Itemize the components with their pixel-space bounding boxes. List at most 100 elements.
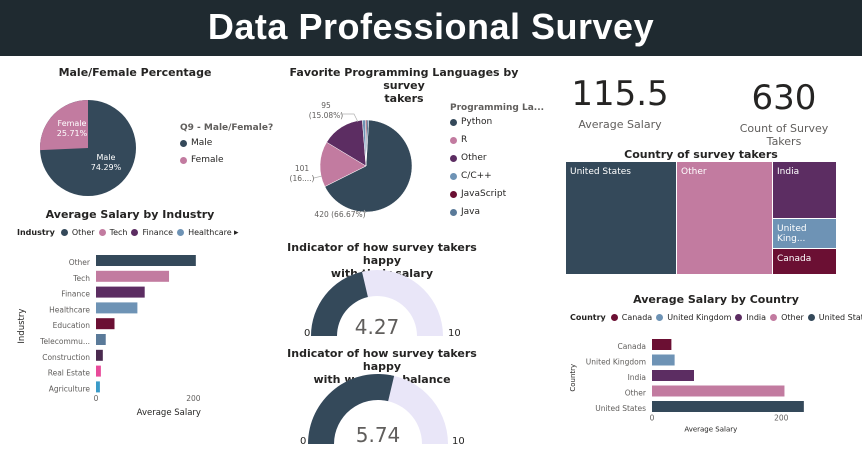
treemap-cell-united-states[interactable]: United States [566, 162, 676, 274]
country-legend-label: United Kingdom [667, 313, 732, 322]
languages-legend-item[interactable]: JavaScript [450, 189, 506, 199]
gauge-wlb-min: 0 [300, 436, 306, 447]
languages-legend-item[interactable]: Python [450, 117, 492, 127]
legend-dot-icon [450, 136, 457, 144]
bar[interactable] [96, 255, 196, 266]
kpi-average-salary-label: Average Salary [578, 118, 662, 131]
industry-legend-title: Industry [17, 228, 55, 237]
languages-legend-item[interactable]: C/C++ [450, 171, 492, 181]
treemap-cell-label: Other [681, 167, 707, 177]
gender-legend-female[interactable]: Female [180, 155, 224, 165]
bar-category-label: Tech [72, 274, 90, 283]
gauge-salary-title-line1: Indicator of how survey takers happy [287, 241, 477, 267]
industry-legend-dot-icon [177, 229, 185, 236]
treemap-cell-label: India [777, 167, 800, 177]
industry-legend-label: Tech [109, 228, 128, 237]
gauge-salary-max: 10 [448, 328, 460, 339]
gender-pie-chart[interactable]: Female 25.71% Male 74.29% [36, 96, 140, 200]
legend-dot-icon [450, 118, 457, 126]
axis-tick-label: 0 [94, 394, 99, 403]
bar[interactable] [652, 401, 804, 412]
languages-legend-label: C/C++ [461, 171, 492, 181]
languages-pie-slice[interactable] [319, 141, 367, 187]
y-axis-title: Country [569, 364, 577, 392]
languages-data-label: 95 [321, 101, 331, 110]
legend-dot-icon [450, 154, 457, 162]
legend-dot-icon [450, 208, 457, 216]
bar-category-label: India [628, 373, 646, 382]
bar-category-label: Telecommu... [39, 337, 90, 346]
languages-pie-chart[interactable]: 95(15.08%) 101(16....) 420 (66.67%) [274, 96, 440, 220]
country-legend-label: India [746, 313, 767, 322]
country-legend-dot-icon [807, 314, 815, 321]
gauge-salary-fill [311, 271, 368, 336]
bar[interactable] [96, 334, 106, 345]
bar-category-label: Real Estate [48, 369, 91, 378]
country-legend-label: Other [781, 313, 804, 322]
country-legend-dot-icon [610, 314, 618, 321]
country-chart-title: Average Salary by Country [633, 293, 799, 306]
languages-legend-item[interactable]: Java [450, 207, 480, 217]
country-treemap[interactable]: United States Other India United King...… [566, 162, 836, 274]
bar[interactable] [96, 365, 101, 377]
country-legend-dot-icon [770, 314, 778, 321]
treemap-cell-canada[interactable]: Canada [773, 249, 836, 274]
languages-legend-item[interactable]: Other [450, 153, 487, 163]
bar[interactable] [96, 318, 115, 330]
treemap-cell-other[interactable]: Other [677, 162, 772, 274]
leader-line [313, 175, 323, 179]
bar-category-label: Canada [617, 342, 646, 351]
country-bar-chart[interactable]: Canada United Kingdom India Other United Sta… [566, 330, 842, 444]
bar-category-label: Finance [61, 290, 90, 299]
x-axis-title: Average Salary [684, 426, 737, 434]
industry-legend-dot-icon [98, 229, 106, 236]
legend-dot-icon [450, 172, 457, 180]
treemap-cell-label: United States [570, 167, 631, 177]
bar[interactable] [96, 286, 145, 298]
legend-dot-icon [450, 190, 457, 198]
gauge-salary[interactable]: 4.27 0 10 [300, 268, 460, 342]
gender-pie-female-slice[interactable] [40, 100, 88, 151]
bar-category-label: United States [595, 404, 646, 413]
gender-legend-male[interactable]: Male [180, 138, 212, 148]
languages-legend-label: R [461, 135, 468, 145]
treemap-cell-india[interactable]: India [773, 162, 836, 218]
treemap-cell-united-kingdom[interactable]: United King... [773, 219, 836, 248]
languages-legend-label: Java [461, 207, 481, 217]
kpi-count-label: Count of Survey Takers [739, 122, 829, 148]
bar[interactable] [96, 349, 103, 361]
languages-legend-label: Other [461, 153, 487, 163]
gender-legend-title: Q9 - Male/Female? [180, 123, 274, 133]
industry-bar-chart[interactable]: Other Tech Finance Healthcare Education Telec… [12, 246, 240, 432]
languages-title-line1: Favorite Programming Languages by survey [289, 66, 519, 92]
country-legend-label: Canada [621, 313, 653, 322]
industry-legend-label: Other [71, 228, 95, 237]
languages-pie-slice[interactable] [324, 119, 413, 213]
bar[interactable] [652, 339, 672, 350]
bar-category-label: Construction [42, 353, 90, 362]
bar[interactable] [652, 354, 675, 366]
bar[interactable] [96, 381, 100, 393]
gender-male-pct: 74.29% [91, 163, 122, 172]
legend-scroll-right-icon[interactable]: ▸ [234, 228, 239, 238]
bar[interactable] [652, 370, 694, 381]
industry-chart-title: Average Salary by Industry [45, 208, 215, 221]
bar[interactable] [652, 385, 785, 397]
languages-pie-slice[interactable] [365, 119, 370, 167]
gauge-wlb-fill [308, 374, 395, 444]
dashboard-header: Data Professional Survey [0, 0, 862, 56]
languages-data-label: 420 (66.67%) [314, 210, 365, 219]
country-legend[interactable]: Country Canada United Kingdom India Othe… [570, 313, 862, 322]
gauge-wlb-value: 5.74 [356, 423, 401, 447]
bar[interactable] [96, 302, 138, 314]
bar[interactable] [96, 270, 170, 282]
male-dot-icon [180, 139, 187, 147]
country-legend-dot-icon [735, 314, 743, 321]
languages-legend-item[interactable]: R [450, 135, 467, 145]
female-dot-icon [180, 156, 187, 164]
country-legend-title: Country [570, 313, 606, 322]
industry-legend[interactable]: Industry Other Tech Finance Healthcare [17, 228, 232, 237]
gender-female-label: Female [58, 119, 87, 128]
gauge-wlb[interactable]: 5.74 0 10 [300, 374, 464, 448]
kpi-count-value: 630 [751, 78, 817, 118]
